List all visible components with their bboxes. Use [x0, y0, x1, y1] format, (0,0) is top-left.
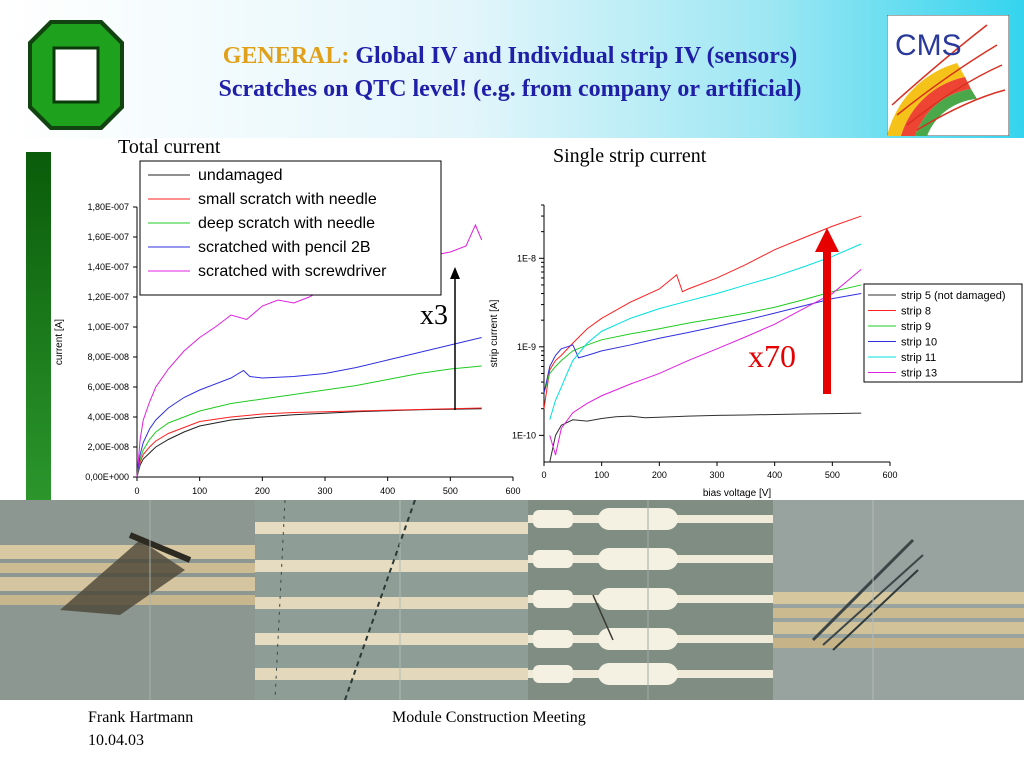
left-chart-title: Total current: [118, 136, 221, 158]
legend-label: strip 13: [901, 368, 937, 380]
slide-title: GENERAL: Global IV and Individual strip …: [140, 40, 880, 106]
right-multiplier-label: x70: [748, 338, 796, 374]
y-tick-label: 0,00E+000: [85, 472, 129, 482]
y-axis-label: strip current [A]: [489, 299, 500, 367]
strip-pads-photo: [528, 500, 773, 700]
footer-meeting: Module Construction Meeting: [392, 709, 586, 726]
legend-label: strip 9: [901, 321, 931, 333]
right-chart-title: Single strip current: [553, 145, 707, 167]
legend-label: strip 5 (not damaged): [901, 290, 1006, 302]
series-line: [543, 215, 862, 409]
total-current-chart: 0,00E+000 2,00E-008 4,00E-008 6,00E-008 8,00…: [54, 160, 521, 496]
series-line: [549, 243, 862, 420]
x-tick-label: 600: [882, 470, 897, 480]
screwdriver-scratch-photo: [773, 500, 1024, 700]
y-tick-label: 8,00E-008: [87, 352, 129, 362]
x-tick-label: 400: [767, 470, 782, 480]
title-line-1: Global IV and Individual strip IV (senso…: [355, 43, 798, 69]
y-tick-label: 2,00E-008: [87, 442, 129, 452]
x-tick-label: 200: [652, 470, 667, 480]
y-tick-label: 6,00E-008: [87, 382, 129, 392]
series-line: [136, 407, 482, 478]
series-line: [136, 337, 482, 478]
x-tick-label: 0: [541, 470, 546, 480]
series-line: [136, 365, 482, 478]
y-tick-label: 1,80E-007: [87, 202, 129, 212]
footer-date: 10.04.03: [88, 732, 144, 749]
x-tick-label: 500: [443, 486, 458, 496]
legend-label: strip 10: [901, 337, 937, 349]
y-tick-label: 1E-8: [517, 253, 536, 263]
legend-box: [863, 283, 1023, 383]
legend-label: strip 11: [901, 352, 936, 364]
y-tick-label: 1,40E-007: [87, 262, 129, 272]
x-tick-label: 200: [255, 486, 270, 496]
legend-label: small scratch with needle: [198, 191, 377, 208]
x-tick-label: 300: [709, 470, 724, 480]
x-tick-label: 0: [134, 486, 139, 496]
footer-author: Frank Hartmann: [88, 709, 194, 726]
needle-scratch-strips-photo: [255, 500, 528, 700]
legend-label: strip 8: [901, 306, 931, 318]
x-tick-label: 300: [317, 486, 332, 496]
series-line: [136, 408, 482, 478]
y-axis-label: current [A]: [54, 319, 65, 365]
left-arrow-icon: [450, 267, 460, 410]
cms-logo-text: CMS: [895, 29, 962, 62]
y-tick-label: 1,60E-007: [87, 232, 129, 242]
series-line: [543, 284, 862, 394]
single-strip-current-chart: 1E-10 1E-9 1E-8 0 100 200 300 400 500 600 bias vol…: [489, 204, 1023, 499]
series-line: [543, 293, 862, 394]
y-tick-label: 4,00E-008: [87, 412, 129, 422]
y-tick-label: 1E-9: [517, 342, 536, 352]
y-tick-label: 1,00E-007: [87, 322, 129, 332]
x-tick-label: 600: [505, 486, 520, 496]
legend-label: deep scratch with needle: [198, 215, 375, 232]
x-tick-label: 400: [380, 486, 395, 496]
left-multiplier-label: x3: [420, 300, 448, 331]
legend-label: scratched with pencil 2B: [198, 239, 371, 256]
legend-label: undamaged: [198, 167, 283, 184]
title-line-2: Scratches on QTC level! (e.g. from compa…: [218, 76, 802, 102]
series-line: [549, 268, 862, 456]
x-tick-label: 500: [825, 470, 840, 480]
scratched-strips-photo: [0, 500, 255, 700]
legend-label: scratched with screwdriver: [198, 263, 387, 280]
right-red-arrow-icon: [815, 228, 839, 394]
university-logo-icon: [28, 20, 124, 130]
series-line: [549, 412, 862, 463]
slide-header: GENERAL: Global IV and Individual strip …: [0, 0, 1024, 138]
decorative-green-bar: [26, 152, 51, 524]
x-tick-label: 100: [594, 470, 609, 480]
cms-logo-icon: CMS: [887, 15, 1009, 136]
y-tick-label: 1E-10: [512, 430, 536, 440]
x-tick-label: 100: [192, 486, 207, 496]
title-keyword: GENERAL:: [222, 43, 350, 69]
legend-box: [139, 160, 442, 296]
x-axis-label: bias voltage [V]: [703, 488, 772, 499]
y-tick-label: 1,20E-007: [87, 292, 129, 302]
